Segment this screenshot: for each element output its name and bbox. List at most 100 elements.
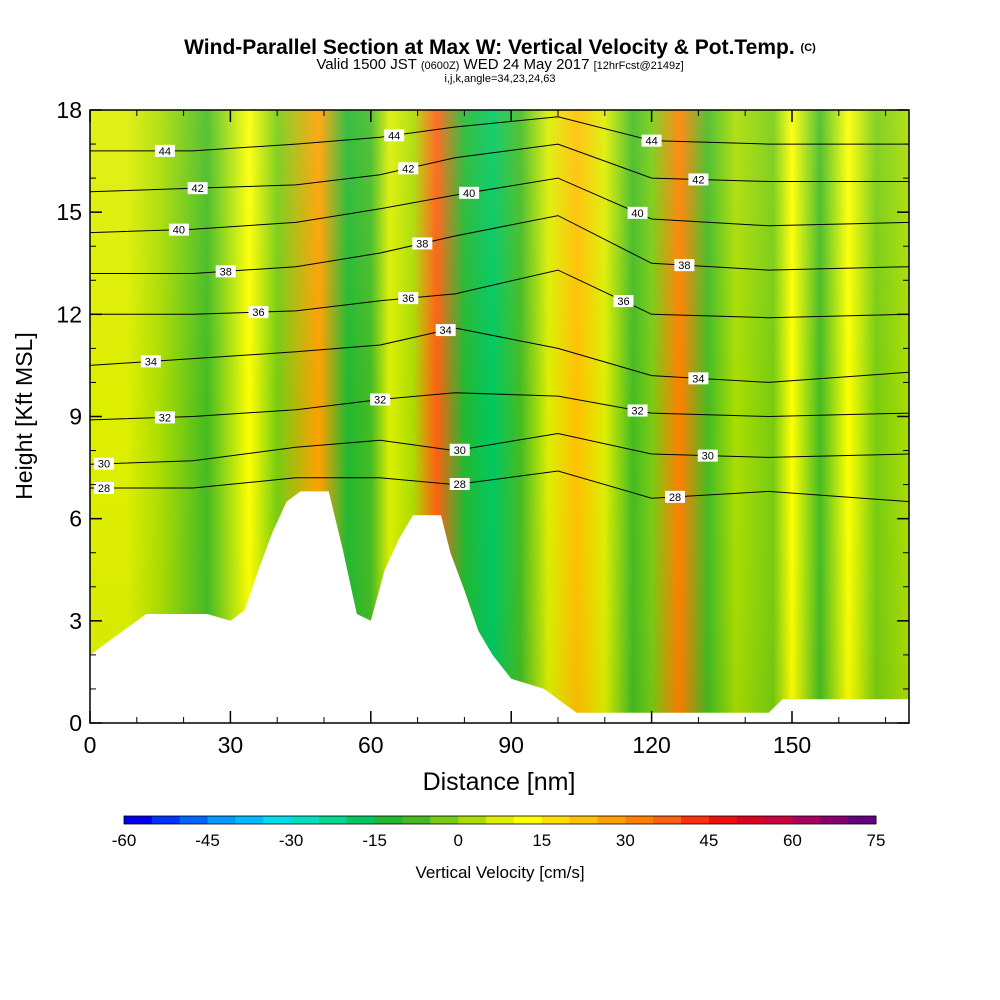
- y-tick-label: 18: [56, 97, 82, 123]
- isoline-label: 40: [459, 186, 480, 200]
- colorbar-swatch: [374, 816, 404, 824]
- colorbar-tick-label: 45: [699, 831, 718, 850]
- colorbar-swatch: [541, 816, 571, 824]
- isoline-label-text: 38: [220, 266, 232, 278]
- isoline-label-text: 36: [402, 293, 414, 305]
- isoline-label-text: 28: [454, 479, 466, 491]
- isoline-label-text: 42: [192, 183, 204, 195]
- isoline-label: 30: [449, 443, 470, 457]
- colorbar-swatch: [207, 816, 236, 824]
- y-tick-label: 12: [56, 301, 82, 327]
- colorbar-swatch: [681, 816, 710, 824]
- y-tick-label: 9: [69, 404, 82, 430]
- isoline-label: 36: [398, 292, 419, 305]
- forecast-info: [12hrFcst@2149z]: [593, 60, 684, 72]
- x-axis-label: Distance [nm]: [423, 768, 576, 796]
- colorbar-swatch: [151, 816, 181, 824]
- isoline-label: 34: [435, 324, 456, 337]
- isoline-label-text: 40: [631, 208, 643, 220]
- isoline-label-text: 28: [98, 483, 110, 495]
- x-axis: 0 30 60 90 120 150: [84, 110, 887, 758]
- colorbar-swatch: [458, 816, 487, 824]
- colorbar-swatch: [792, 816, 821, 824]
- isoline-label-text: 34: [145, 356, 157, 368]
- colorbar-swatch: [263, 816, 292, 824]
- isoline-label-text: 32: [374, 394, 386, 406]
- isoline-label-text: 42: [692, 174, 704, 186]
- isoline-label-text: 44: [159, 146, 171, 158]
- colorbar-swatch: [569, 816, 598, 824]
- valid-utc: (0600Z): [420, 60, 460, 72]
- x-tick-label: 30: [218, 732, 244, 758]
- isoline-label: 30: [697, 449, 718, 463]
- isoline-label-text: 44: [645, 136, 657, 148]
- chart-title-mark: (C): [800, 42, 816, 54]
- isoline-label-text: 38: [416, 238, 428, 250]
- colorbar-swatch: [625, 816, 654, 824]
- isoline-label: 42: [398, 162, 419, 175]
- theta-isoline: [90, 116, 909, 152]
- colorbar-swatch: [597, 816, 626, 824]
- colorbar-tick-label: 30: [616, 831, 635, 850]
- chart-title-block: Wind-Parallel Section at Max W: Vertical…: [0, 36, 1000, 85]
- y-tick-label: 3: [69, 608, 82, 634]
- colorbar-swatch: [708, 816, 738, 824]
- colorbar: -60 -45 -30 -15 0 15 30 45 60 75: [112, 815, 886, 850]
- x-tick-label: 120: [632, 732, 670, 758]
- isoline-label-text: 36: [617, 296, 629, 308]
- isoline-label: 44: [641, 134, 662, 148]
- isoline-label-text: 38: [678, 260, 690, 272]
- colorbar-tick-label: 75: [867, 831, 886, 850]
- chart-title: Wind-Parallel Section at Max W: Vertical…: [0, 36, 1000, 60]
- isoline-label: 36: [613, 295, 634, 308]
- colorbar-swatch: [346, 816, 376, 824]
- y-axis-label: Height [Kft MSL]: [11, 332, 37, 499]
- isoline-label-text: 32: [159, 412, 171, 424]
- colorbar-label: Vertical Velocity [cm/s]: [415, 863, 585, 882]
- colorbar-swatch: [820, 816, 849, 824]
- isoline-label: 32: [627, 404, 648, 418]
- colorbar-swatch: [486, 816, 515, 824]
- isoline-label-text: 32: [631, 406, 643, 418]
- colorbar-tick-label: -30: [279, 831, 304, 850]
- colorbar-tick-label: -45: [195, 831, 220, 850]
- isoline-label-text: 44: [388, 130, 400, 142]
- colorbar-swatch: [179, 816, 209, 824]
- theta-isoline: [90, 143, 909, 193]
- x-tick-label: 60: [358, 732, 384, 758]
- isoline-labels: 28 28 28 30 30 30 32 32 32 34 34 34 36 36 36 38 38 38 40 40…: [94, 129, 718, 504]
- colorbar-swatch: [235, 816, 264, 824]
- x-tick-label: 150: [773, 732, 811, 758]
- isoline-label: 42: [688, 173, 709, 186]
- colorbar-swatch: [318, 816, 348, 824]
- isoline-label-text: 30: [454, 445, 466, 457]
- theta-isoline: [90, 392, 909, 421]
- isoline-label: 28: [665, 490, 685, 504]
- x-tick-label: 0: [84, 732, 97, 758]
- terrain-mask: [90, 491, 909, 723]
- theta-isoline: [90, 177, 909, 234]
- isoline-label: 38: [215, 265, 236, 278]
- isoline-label-text: 30: [98, 459, 110, 471]
- y-tick-label: 0: [69, 710, 82, 736]
- colorbar-tick-label: -15: [362, 831, 387, 850]
- isoline-label: 40: [627, 206, 648, 220]
- colorbar-swatch: [513, 816, 543, 824]
- isoline-label: 30: [94, 457, 115, 471]
- x-tick-label: 90: [498, 732, 524, 758]
- isoline-label: 28: [94, 482, 115, 495]
- chart-subtitle: Valid 1500 JST (0600Z) WED 24 May 2017 […: [0, 57, 1000, 73]
- isoline-label: 36: [248, 306, 269, 319]
- colorbar-swatch: [653, 816, 682, 824]
- isoline-label: 38: [674, 259, 695, 272]
- isoline-label-text: 40: [173, 225, 185, 237]
- grid-indices: i,j,k,angle=34,23,24,63: [444, 73, 556, 85]
- theta-isoline: [90, 269, 909, 319]
- isoline-label-text: 40: [463, 188, 475, 200]
- colorbar-swatch: [124, 816, 153, 824]
- isoline-label-text: 28: [669, 492, 681, 504]
- isoline-label: 34: [140, 355, 161, 368]
- chart-title-text: Wind-Parallel Section at Max W: Vertical…: [184, 36, 795, 59]
